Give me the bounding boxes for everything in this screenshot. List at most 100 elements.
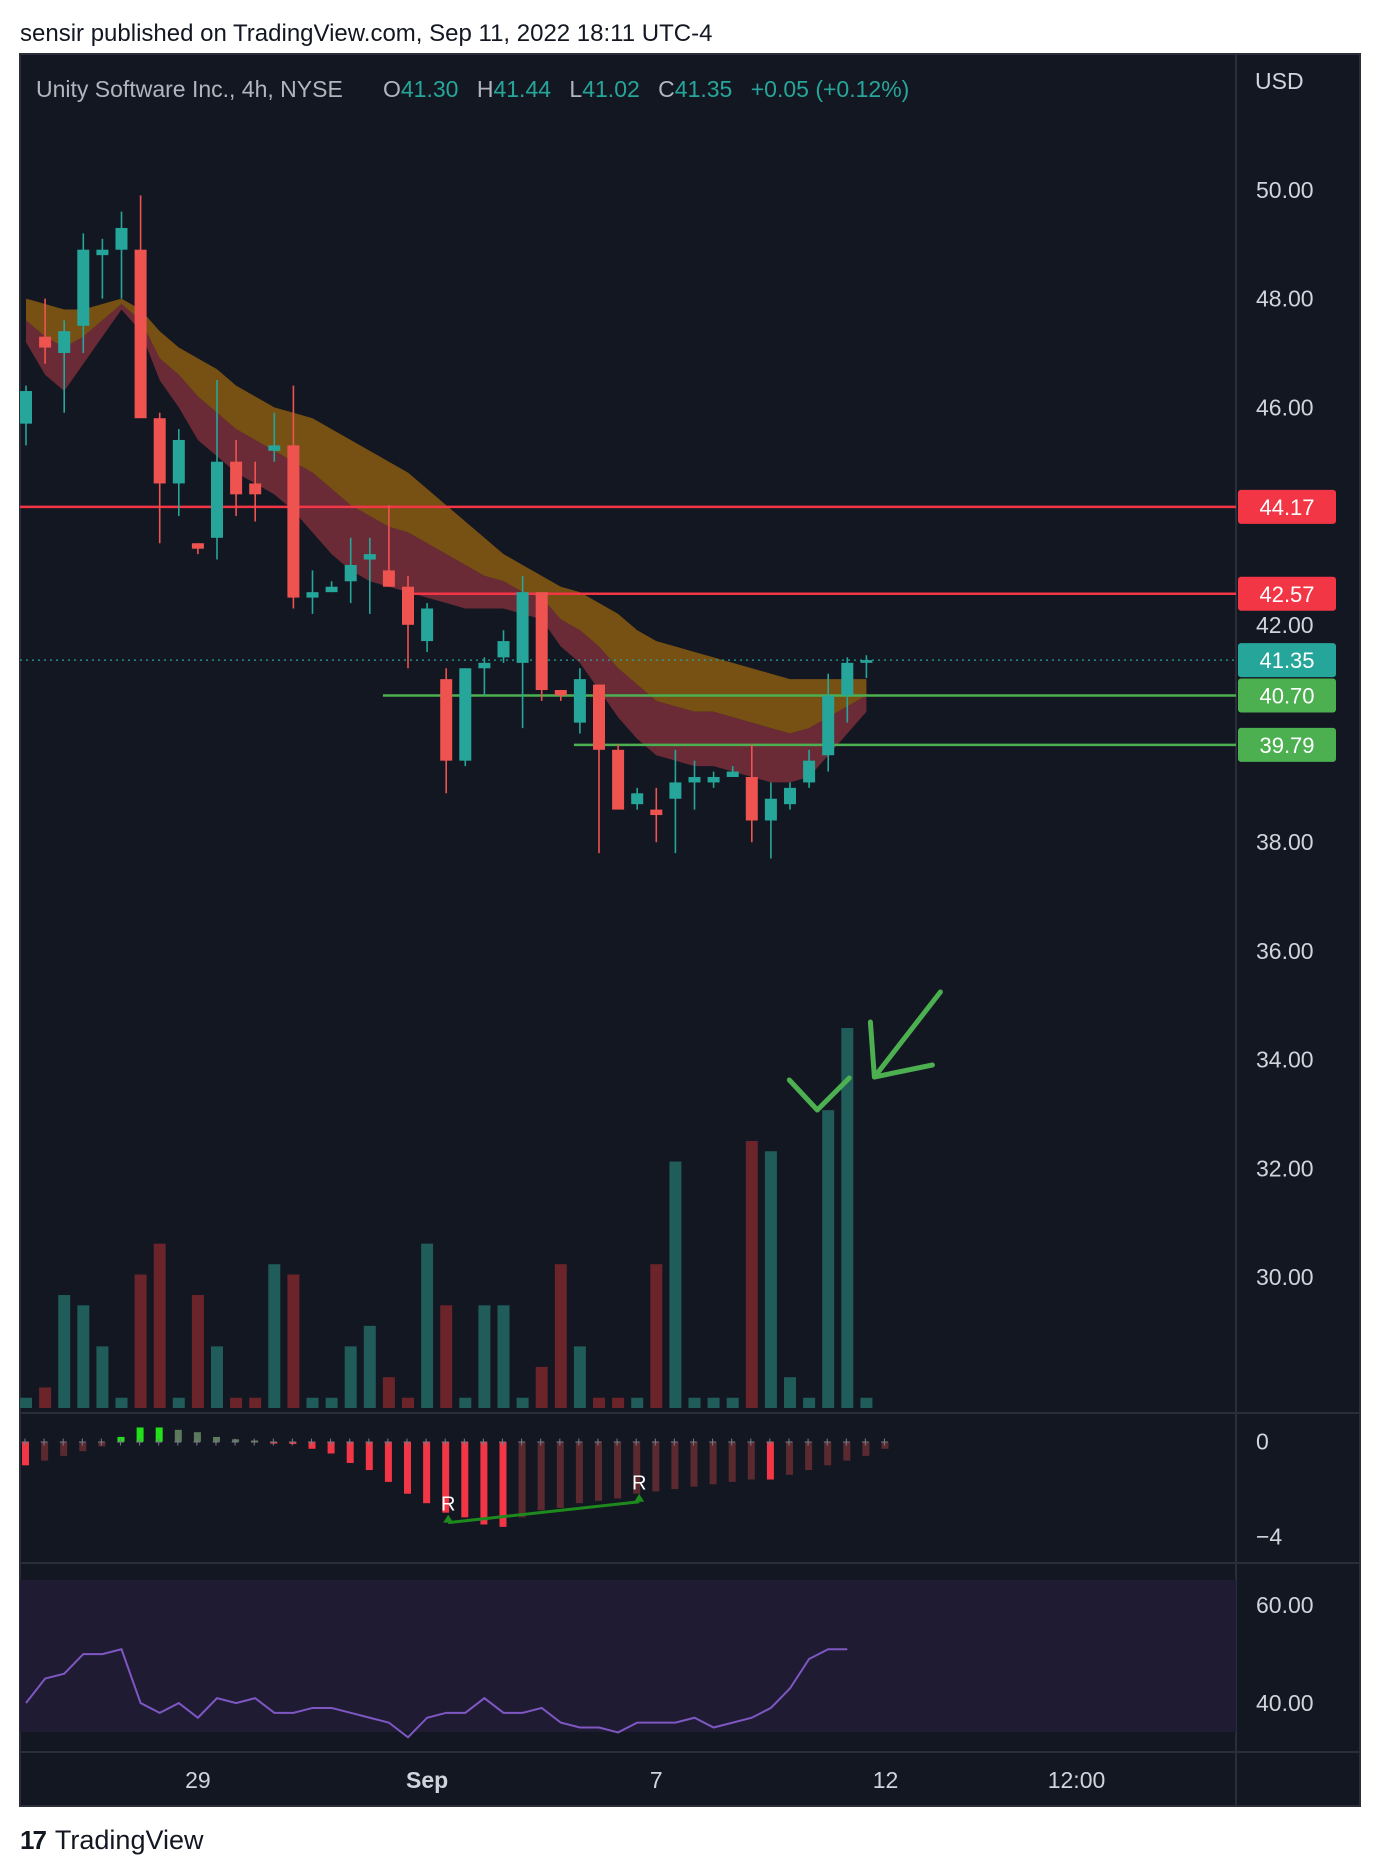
macd-bar	[213, 1436, 220, 1442]
last-price-tag	[1238, 643, 1336, 678]
macd-signal-marker: +	[59, 1434, 67, 1450]
divergence-marker	[443, 1514, 454, 1523]
macd-signal-marker: +	[880, 1434, 888, 1450]
price-tick-label: 50.00	[1256, 177, 1314, 203]
volume-bar	[669, 1161, 682, 1408]
volume-bar	[688, 1397, 701, 1408]
candle-body	[822, 695, 835, 756]
candle-body	[96, 249, 109, 256]
volume-bar	[39, 1387, 52, 1408]
candle-body	[325, 586, 338, 593]
macd-signal-marker: +	[632, 1434, 640, 1450]
divergence-label: R	[632, 1473, 646, 1495]
candle-body	[803, 760, 816, 783]
macd-bar	[518, 1441, 526, 1518]
volume-bar	[325, 1397, 338, 1408]
macd-bar	[556, 1441, 564, 1508]
time-tick-label: 29	[185, 1767, 211, 1793]
candle-body	[554, 690, 567, 696]
macd-bar	[633, 1441, 641, 1494]
volume-bar	[230, 1397, 243, 1408]
macd-signal-marker: +	[116, 1434, 124, 1450]
volume-bar	[841, 1028, 854, 1408]
time-tick-label: 12	[873, 1767, 899, 1793]
macd-signal-marker: +	[403, 1434, 411, 1450]
legend-low-value: 41.02	[582, 76, 640, 102]
candle-body	[478, 662, 491, 669]
macd-bar	[174, 1429, 182, 1442]
macd-bar	[232, 1439, 240, 1442]
currency-label: USD	[1255, 68, 1304, 94]
volume-bar	[77, 1305, 90, 1408]
volume-bar	[497, 1305, 510, 1408]
macd-signal-marker: +	[422, 1434, 430, 1450]
macd-bar	[575, 1441, 583, 1504]
volume-bar	[306, 1397, 319, 1408]
macd-bar	[805, 1441, 813, 1471]
candle-body	[516, 592, 529, 663]
macd-bar	[117, 1436, 125, 1442]
legend-open-value: 41.30	[401, 76, 459, 102]
candle-body	[115, 227, 128, 250]
volume-bar	[363, 1325, 376, 1408]
candle-body	[860, 660, 873, 663]
macd-signal-marker: +	[709, 1434, 717, 1450]
volume-bar	[20, 1397, 32, 1408]
moving-average-ribbon	[26, 298, 867, 783]
price-tick-label: 32.00	[1256, 1155, 1314, 1181]
candle-body	[58, 331, 71, 353]
rsi-band	[20, 1580, 1236, 1732]
macd-signal-marker: +	[384, 1434, 392, 1450]
rsi-tick-label: 60.00	[1256, 1592, 1314, 1618]
macd-signal-marker: +	[269, 1434, 277, 1450]
macd-bar	[289, 1441, 297, 1445]
volume-bar	[822, 1110, 835, 1408]
tradingview-brand: TradingView	[54, 1825, 204, 1855]
macd-tick-label: −4	[1256, 1523, 1282, 1549]
time-tick-label: 7	[650, 1767, 663, 1793]
macd-signal-marker: +	[823, 1434, 831, 1450]
candle-body	[688, 776, 701, 783]
level-price-tag	[1238, 678, 1336, 713]
volume-bar	[96, 1346, 109, 1408]
macd-signal-marker: +	[78, 1434, 86, 1450]
legend-change: +0.05 (+0.12%)	[751, 76, 910, 102]
candle-body	[650, 809, 663, 816]
arrow-annotations	[786, 989, 943, 1113]
macd-signal-marker: +	[365, 1434, 373, 1450]
price-tick-label: 48.00	[1256, 286, 1314, 312]
macd-signal-marker: +	[518, 1434, 526, 1450]
macd-bar	[327, 1441, 335, 1454]
volume-bar	[211, 1346, 223, 1408]
macd-bar	[881, 1441, 889, 1449]
macd-bar	[843, 1441, 851, 1461]
volume-bar	[421, 1243, 434, 1408]
macd-signal-marker: +	[460, 1434, 468, 1450]
price-tick-label: 34.00	[1256, 1047, 1314, 1073]
macd-bar	[728, 1441, 736, 1482]
macd-bar	[747, 1441, 755, 1480]
macd-bar	[155, 1427, 163, 1442]
level-price-tag	[1238, 576, 1336, 611]
macd-bar	[193, 1432, 201, 1442]
macd-signal-marker: +	[346, 1434, 354, 1450]
candle-body	[593, 684, 605, 750]
macd-signal-marker: +	[21, 1434, 29, 1450]
macd-signal-marker: +	[498, 1434, 506, 1450]
legend-ohlc: O41.30 H41.44 L41.02 C41.35 +0.05 (+0.12…	[383, 76, 909, 102]
price-tick-label: 46.00	[1256, 394, 1314, 420]
macd-signal-marker: +	[250, 1434, 258, 1450]
legend-high-value: 41.44	[493, 76, 551, 102]
volume-bar	[172, 1397, 185, 1408]
macd-signal-marker: +	[651, 1434, 659, 1450]
macd-signal-marker: +	[479, 1434, 487, 1450]
macd-bar	[537, 1441, 545, 1511]
annotation-arrow	[871, 989, 943, 1080]
candle-body	[77, 249, 90, 326]
volume-bar	[249, 1397, 262, 1408]
time-tick-label: Sep	[406, 1767, 448, 1793]
volume-bar	[153, 1243, 166, 1408]
level-price-label: 40.70	[1259, 683, 1314, 708]
candle-body	[459, 668, 472, 761]
